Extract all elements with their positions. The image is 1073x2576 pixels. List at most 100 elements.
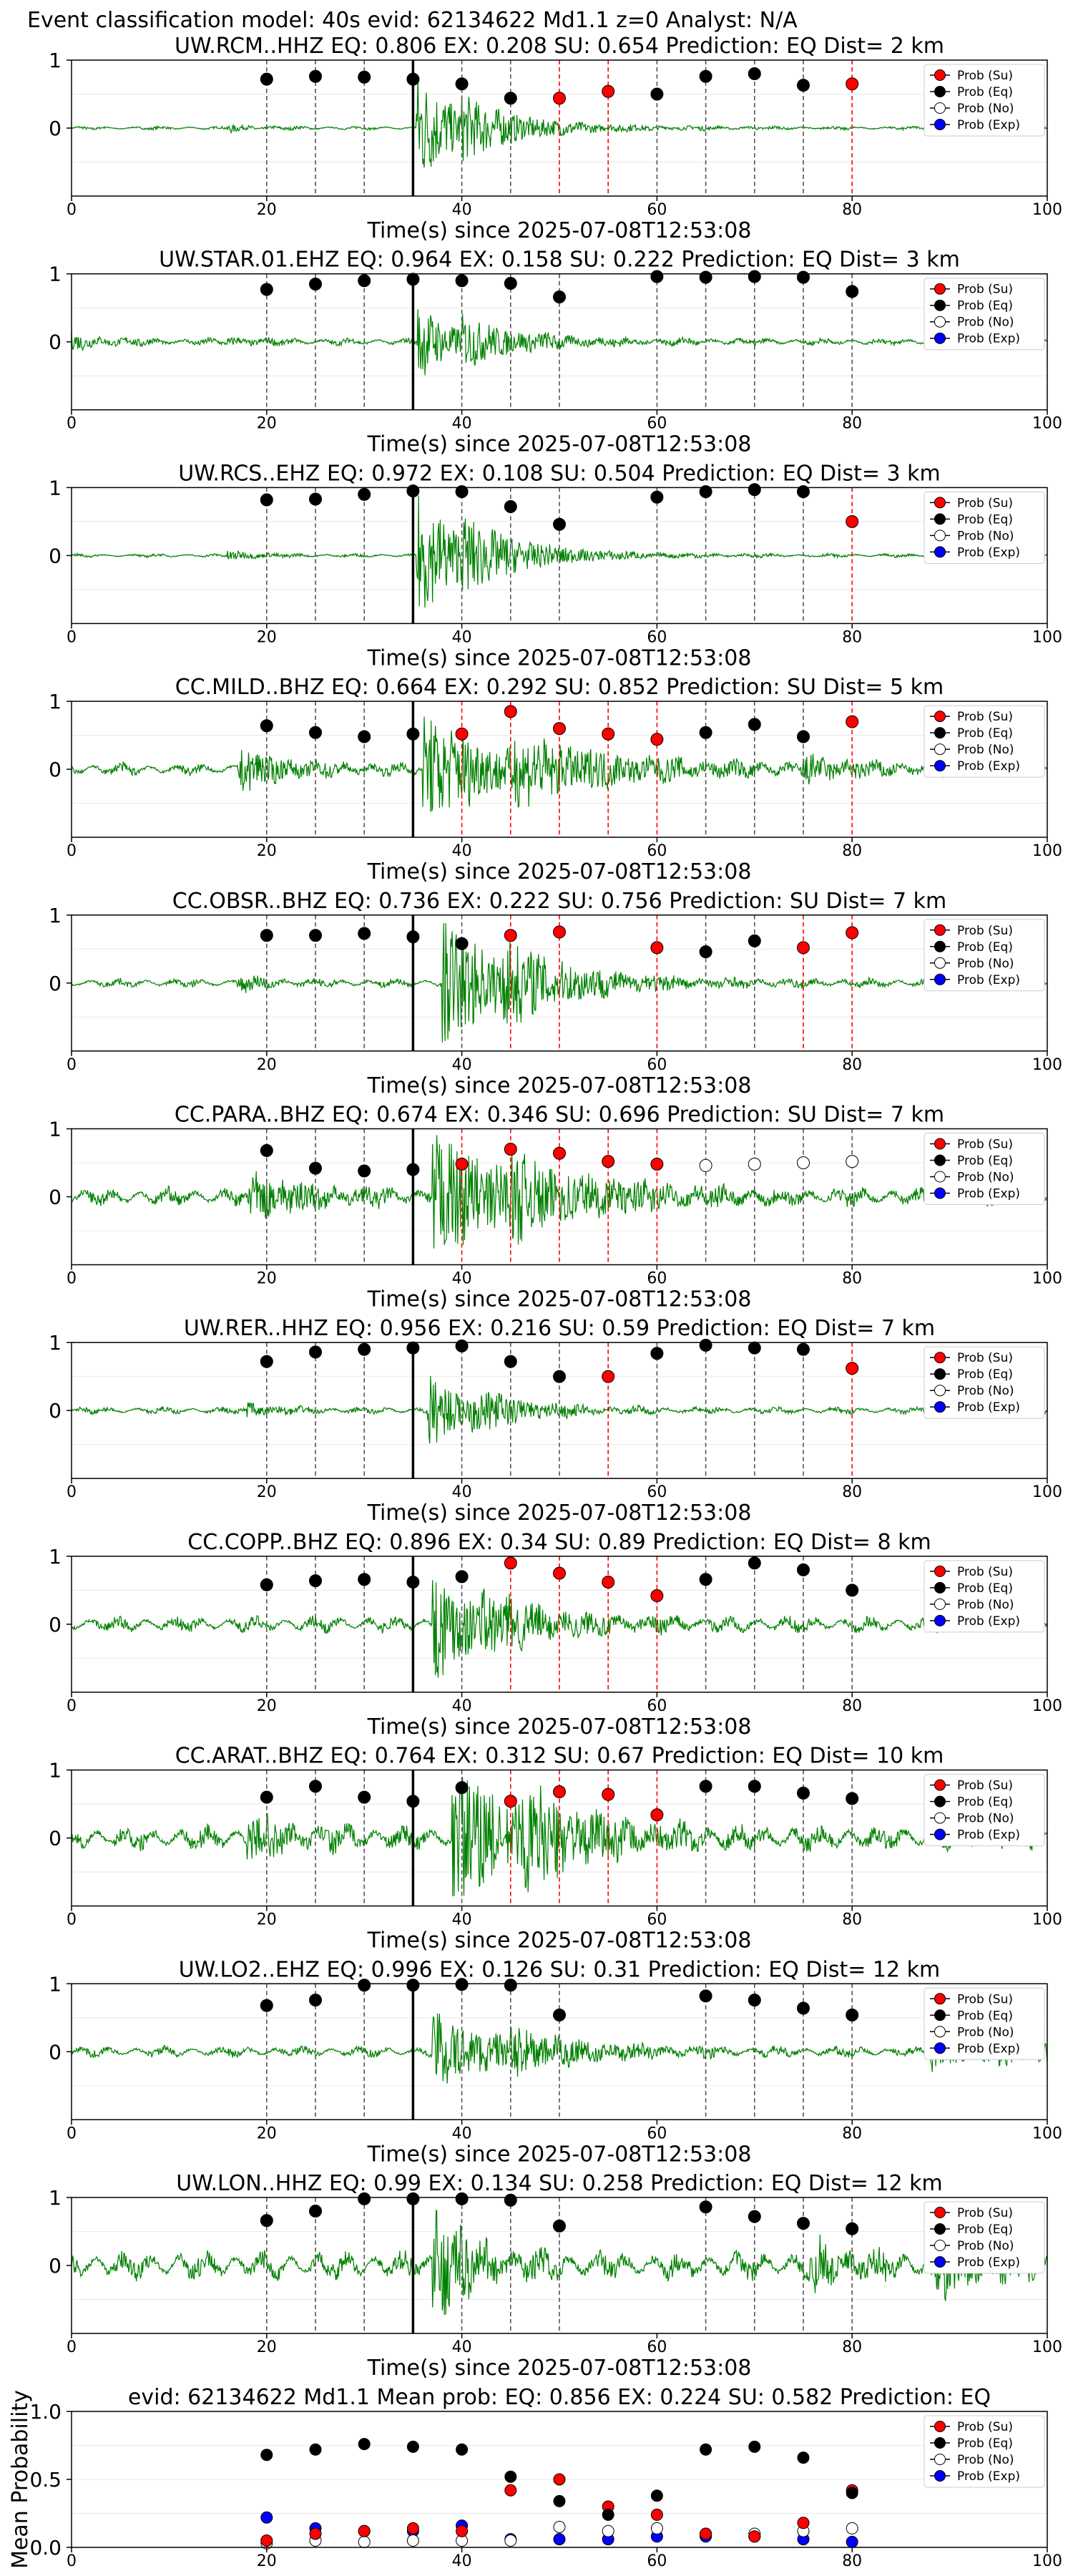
mean-point-eq bbox=[700, 2443, 712, 2456]
y-tick-label: 1 bbox=[49, 263, 62, 286]
x-tick-label: 0 bbox=[67, 1911, 77, 1929]
legend-marker-no bbox=[934, 743, 946, 756]
y-tick-label: 0 bbox=[49, 1186, 62, 1209]
prob-point-eq bbox=[455, 77, 469, 91]
mean-point-su bbox=[504, 2484, 517, 2497]
prob-point-eq bbox=[748, 718, 761, 731]
legend-box bbox=[923, 1560, 1045, 1633]
prob-point-su bbox=[846, 77, 859, 91]
x-tick-label: 20 bbox=[257, 1911, 277, 1929]
x-tick-label: 0 bbox=[67, 1697, 77, 1715]
legend-label-no: Prob (No) bbox=[957, 957, 1014, 971]
chart-panel-2: UW.STAR.01.EHZ EQ: 0.964 EX: 0.158 SU: 0… bbox=[49, 248, 1062, 457]
x-tick-label: 0 bbox=[67, 2552, 77, 2570]
page-title: Event classification model: 40s evid: 62… bbox=[27, 8, 798, 33]
mean-point-su bbox=[309, 2527, 322, 2540]
prob-point-eq bbox=[455, 1978, 469, 1991]
prob-point-su bbox=[650, 1157, 664, 1171]
chart-title: CC.OBSR..BHZ EQ: 0.736 EX: 0.222 SU: 0.7… bbox=[172, 889, 946, 914]
mean-point-no bbox=[504, 2534, 517, 2547]
chart-title: UW.LO2..EHZ EQ: 0.996 EX: 0.126 SU: 0.31… bbox=[179, 1957, 941, 1982]
legend-box bbox=[923, 278, 1045, 351]
x-tick-label: 0 bbox=[67, 2124, 77, 2142]
mean-point-su bbox=[260, 2534, 273, 2547]
x-axis-label: Time(s) since 2025-07-08T12:53:08 bbox=[367, 432, 752, 457]
legend-marker-su bbox=[934, 924, 946, 936]
legend-marker-eq bbox=[934, 2437, 946, 2449]
x-tick-label: 20 bbox=[257, 1483, 277, 1501]
mean-point-eq bbox=[309, 2443, 322, 2456]
legend-marker-no bbox=[934, 1385, 946, 1397]
prob-point-su bbox=[504, 1143, 517, 1156]
x-tick-label: 80 bbox=[842, 201, 862, 219]
prob-point-eq bbox=[650, 87, 664, 101]
y-tick-label: 0 bbox=[49, 2040, 62, 2064]
legend-label-su: Prob (Su) bbox=[957, 1138, 1013, 1152]
prob-point-eq bbox=[797, 79, 810, 92]
legend-box bbox=[923, 2415, 1045, 2488]
prob-point-su bbox=[553, 1785, 566, 1798]
x-tick-label: 80 bbox=[842, 1697, 862, 1715]
legend-marker-exp bbox=[934, 760, 946, 772]
legend-label-eq: Prob (Eq) bbox=[957, 2436, 1013, 2451]
legend-box bbox=[923, 1133, 1045, 1205]
prob-point-eq bbox=[406, 1795, 420, 1808]
prob-point-eq bbox=[358, 70, 371, 84]
legend-marker-exp bbox=[934, 2470, 946, 2482]
x-tick-label: 40 bbox=[452, 1697, 472, 1715]
x-tick-label: 20 bbox=[257, 1056, 277, 1074]
mean-point-eq bbox=[456, 2443, 469, 2456]
x-tick-label: 20 bbox=[257, 2338, 277, 2356]
chart-panel-9: CC.ARAT..BHZ EQ: 0.764 EX: 0.312 SU: 0.6… bbox=[49, 1744, 1062, 1953]
prob-point-eq bbox=[406, 273, 420, 286]
legend-label-eq: Prob (Eq) bbox=[957, 726, 1013, 741]
mean-point-no bbox=[553, 2521, 566, 2533]
x-tick-label: 100 bbox=[1032, 2338, 1062, 2356]
prob-point-eq bbox=[309, 1345, 322, 1359]
prob-point-eq bbox=[260, 929, 273, 942]
y-tick-label: 1 bbox=[49, 2186, 62, 2210]
legend-label-exp: Prob (Exp) bbox=[957, 1614, 1020, 1629]
legend-label-su: Prob (Su) bbox=[957, 924, 1013, 938]
mean-point-su bbox=[406, 2522, 419, 2534]
waveform-trace bbox=[71, 1375, 1048, 1444]
prob-point-eq bbox=[309, 1994, 322, 2007]
prob-point-su bbox=[504, 1795, 517, 1808]
x-tick-label: 80 bbox=[842, 2338, 862, 2356]
x-tick-label: 40 bbox=[452, 2552, 472, 2570]
prob-point-eq bbox=[504, 277, 517, 290]
legend-label-no: Prob (No) bbox=[957, 2453, 1014, 2467]
legend-box bbox=[923, 491, 1045, 564]
prob-point-su bbox=[504, 1556, 517, 1570]
prob-point-eq bbox=[309, 2205, 322, 2218]
prob-point-su bbox=[504, 705, 517, 718]
legend-box bbox=[923, 1987, 1045, 2060]
legend-label-su: Prob (Su) bbox=[957, 1779, 1013, 1793]
x-axis-label: Time(s) since 2025-07-08T12:53:08 bbox=[367, 218, 752, 243]
x-tick-label: 60 bbox=[647, 415, 667, 433]
legend-marker-eq bbox=[934, 1795, 946, 1807]
x-tick-label: 0 bbox=[67, 1270, 77, 1288]
x-axis-label: Time(s) since 2025-07-08T12:53:08 bbox=[367, 2356, 752, 2381]
x-tick-label: 80 bbox=[842, 415, 862, 433]
x-tick-label: 80 bbox=[842, 1056, 862, 1074]
prob-point-eq bbox=[797, 270, 810, 284]
chart-title: UW.STAR.01.EHZ EQ: 0.964 EX: 0.158 SU: 0… bbox=[159, 248, 960, 273]
prob-point-eq bbox=[260, 1578, 273, 1591]
prob-point-eq bbox=[797, 2001, 810, 2015]
prob-point-eq bbox=[406, 484, 420, 498]
prob-point-eq bbox=[797, 485, 810, 499]
prob-point-eq bbox=[797, 2217, 810, 2230]
x-tick-label: 0 bbox=[67, 2338, 77, 2356]
legend-marker-su bbox=[934, 711, 946, 723]
prob-point-eq bbox=[748, 1341, 761, 1355]
prob-point-eq bbox=[748, 1556, 761, 1570]
chart-panel-10: UW.LO2..EHZ EQ: 0.996 EX: 0.126 SU: 0.31… bbox=[49, 1957, 1062, 2167]
x-tick-label: 100 bbox=[1032, 1697, 1062, 1715]
legend-marker-exp bbox=[934, 1401, 946, 1413]
mean-point-eq bbox=[406, 2440, 419, 2453]
legend-label-no: Prob (No) bbox=[957, 529, 1014, 543]
mean-point-su bbox=[797, 2517, 810, 2529]
legend-label-eq: Prob (Eq) bbox=[957, 2223, 1013, 2237]
